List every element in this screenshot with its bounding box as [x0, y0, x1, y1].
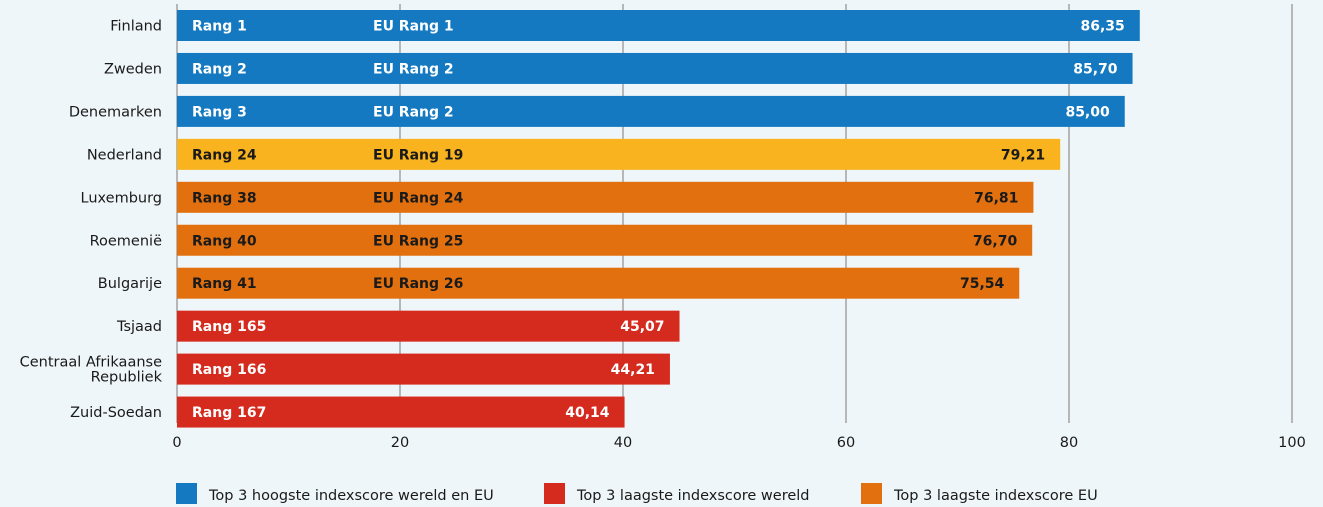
bar: [177, 310, 680, 342]
category-label: Nederland: [87, 147, 162, 163]
category-label-line: Centraal Afrikaanse: [20, 355, 162, 371]
category-label: Finland: [110, 19, 162, 35]
category-label: Bulgarije: [98, 276, 162, 292]
legend-swatch: [861, 483, 882, 504]
bar-rank-label: Rang 166: [192, 362, 266, 378]
category-label-line: Zuid-Soedan: [70, 405, 162, 421]
x-tick-label: 100: [1278, 435, 1306, 451]
x-tick-label: 60: [837, 435, 855, 451]
bar-value-label: 45,07: [620, 319, 664, 335]
category-label: Denemarken: [69, 104, 162, 120]
legend-label: Top 3 hoogste indexscore wereld en EU: [208, 488, 494, 504]
bar-rank-label: Rang 2: [192, 61, 247, 77]
bar-eu-rank-label: EU Rang 25: [373, 233, 463, 249]
bar-rank-label: Rang 40: [192, 233, 257, 249]
bar-eu-rank-label: EU Rang 1: [373, 19, 454, 35]
bar-rank-label: Rang 41: [192, 276, 257, 292]
bar: [177, 396, 625, 428]
x-axis-ticks: 0 20 40 60 80 100: [172, 435, 1305, 451]
bar-rank-label: Rang 38: [192, 190, 257, 206]
bar-rank-label: Rang 165: [192, 319, 266, 335]
category-label-line: Bulgarije: [98, 276, 162, 292]
bar-eu-rank-label: EU Rang 19: [373, 147, 463, 163]
bar-eu-rank-label: EU Rang 2: [373, 61, 454, 77]
bar-rank-label: Rang 3: [192, 104, 247, 120]
bar-value-label: 40,14: [565, 405, 610, 421]
bars: Rang 1 EU Rang 1 86,35 Rang 2 EU Rang 2 85,70…: [177, 10, 1140, 428]
bar-value-label: 86,35: [1081, 19, 1125, 35]
legend: Top 3 hoogste indexscore wereld en EU Top…: [176, 483, 1098, 504]
category-label: Tsjaad: [116, 319, 162, 335]
bar-value-label: 75,54: [960, 276, 1005, 292]
category-label: Luxemburg: [81, 190, 163, 206]
bar-value-label: 79,21: [1001, 147, 1045, 163]
bar-rank-label: Rang 167: [192, 405, 266, 421]
category-label-line: Finland: [110, 19, 162, 35]
category-label-line: Nederland: [87, 147, 162, 163]
bar-eu-rank-label: EU Rang 24: [373, 190, 464, 206]
bar-eu-rank-label: EU Rang 2: [373, 104, 454, 120]
bar: [177, 52, 1133, 84]
bar-value-label: 85,70: [1073, 61, 1118, 77]
bar-value-label: 76,81: [974, 190, 1018, 206]
bar: [177, 224, 1033, 256]
bar: [177, 138, 1061, 170]
category-label-line: Roemenië: [90, 233, 162, 249]
x-tick-label: 20: [391, 435, 409, 451]
bar: [177, 267, 1020, 299]
x-tick-label: 80: [1060, 435, 1078, 451]
category-label-line: Luxemburg: [81, 190, 163, 206]
legend-swatch: [544, 483, 565, 504]
bar-eu-rank-label: EU Rang 26: [373, 276, 463, 292]
category-label-line: Zweden: [104, 61, 162, 77]
x-tick-label: 40: [614, 435, 632, 451]
bar-value-label: 44,21: [611, 362, 655, 378]
bar: [177, 181, 1034, 213]
legend-swatch: [176, 483, 197, 504]
category-label-line: Denemarken: [69, 104, 162, 120]
category-label: Roemenië: [90, 233, 162, 249]
bar: [177, 10, 1140, 41]
category-label-line: Republiek: [91, 370, 163, 386]
category-labels: Finland Zweden Denemarken Nederland Luxembur…: [20, 19, 163, 422]
bar-value-label: 85,00: [1065, 104, 1110, 120]
category-label: Zweden: [104, 61, 162, 77]
bar-rank-label: Rang 1: [192, 19, 247, 35]
bar: [177, 353, 670, 385]
legend-label: Top 3 laagste indexscore wereld: [576, 488, 810, 504]
x-tick-label: 0: [172, 435, 181, 451]
category-label: Zuid-Soedan: [70, 405, 162, 421]
bar-rank-label: Rang 24: [192, 147, 257, 163]
category-label-line: Tsjaad: [116, 319, 162, 335]
category-label: Centraal Afrikaanse Republiek: [20, 355, 163, 386]
legend-label: Top 3 laagste indexscore EU: [893, 488, 1098, 504]
bar: [177, 95, 1125, 127]
bar-value-label: 76,70: [973, 233, 1018, 249]
